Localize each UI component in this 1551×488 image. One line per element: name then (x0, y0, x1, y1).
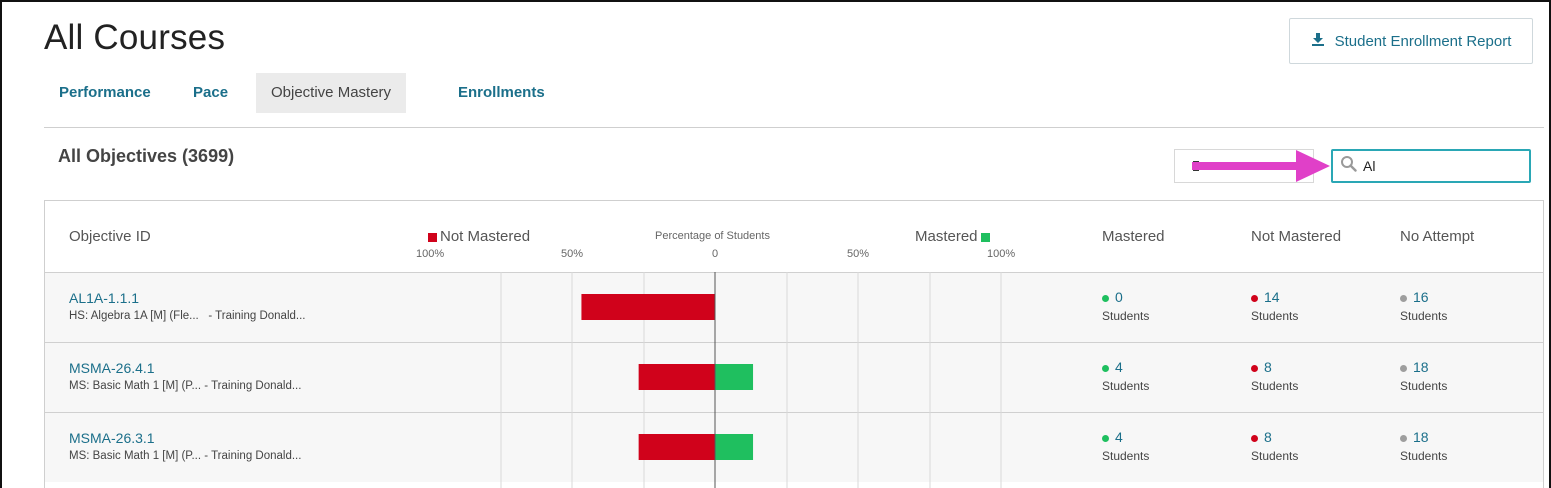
not-mastered-count-link[interactable]: 14 (1264, 289, 1280, 305)
mastered-dot-icon (1102, 294, 1109, 302)
col-header-no-attempt: No Attempt (1400, 228, 1475, 245)
table-row: AL1A-1.1.1 HS: Algebra 1A [M] (Fle... - … (45, 272, 1543, 342)
no-attempt-dot-icon (1400, 434, 1407, 442)
objective-id-link[interactable]: MSMA-26.3.1 (69, 430, 155, 446)
report-button-label: Student Enrollment Report (1334, 32, 1512, 50)
not-mastered-dot-icon (1251, 434, 1258, 442)
mastered-count-link[interactable]: 4 (1115, 429, 1123, 445)
download-icon (1311, 32, 1325, 50)
tick-label: 100% (416, 248, 445, 260)
not-mastered-count-link[interactable]: 8 (1264, 429, 1272, 445)
col-header-mastered: Mastered (1102, 228, 1165, 245)
no-attempt-count-link[interactable]: 16 (1413, 289, 1429, 305)
tick-label: 100% (987, 248, 1016, 260)
not-mastered-bar (581, 294, 715, 320)
objective-description: MS: Basic Math 1 [M] (P... - Training Do… (69, 380, 302, 392)
not-mastered-dot-icon (1251, 364, 1258, 372)
not-mastered-stat: 8 Students (1251, 359, 1299, 393)
tab-enrollments[interactable]: Enrollments (458, 84, 545, 101)
no-attempt-stat: 18 Students (1400, 429, 1448, 463)
tab-objective-mastery[interactable]: Objective Mastery (256, 73, 407, 113)
mastered-count-link[interactable]: 0 (1115, 289, 1123, 305)
col-header-not-mastered: Not Mastered (1251, 228, 1342, 245)
mastered-swatch (980, 232, 990, 242)
not-mastered-stat: 14 Students (1251, 289, 1299, 323)
tab-pace[interactable]: Pace (193, 84, 229, 101)
student-enrollment-report-button[interactable]: Student Enrollment Report (1289, 18, 1533, 64)
no-attempt-dot-icon (1400, 364, 1407, 372)
tick-label: 0 (712, 248, 719, 260)
mastered-dot-icon (1102, 364, 1109, 372)
mastered-count-link[interactable]: 4 (1115, 359, 1123, 375)
not-mastered-bar (638, 364, 715, 390)
search-icon (1340, 155, 1357, 177)
objective-id-link[interactable]: MSMA-26.4.1 (69, 360, 155, 376)
not-mastered-dot-icon (1251, 294, 1258, 302)
mastered-stat: 4 Students (1102, 359, 1150, 393)
no-attempt-dot-icon (1400, 294, 1407, 302)
objectives-table: Objective ID Not Mastered Percentage of … (44, 200, 1544, 488)
not-mastered-swatch (428, 232, 437, 242)
col-header-objective-id: Objective ID (69, 228, 151, 245)
mastered-stat: 4 Students (1102, 429, 1150, 463)
chart-title: Percentage of Students (655, 230, 770, 242)
tick-label: 50% (847, 248, 870, 260)
not-mastered-bar (638, 434, 715, 460)
mastered-dot-icon (1102, 434, 1109, 442)
legend-not-mastered: Not Mastered (425, 228, 530, 245)
search-input[interactable] (1363, 158, 1513, 174)
not-mastered-count-link[interactable]: 8 (1264, 359, 1272, 375)
tab-performance[interactable]: Performance (59, 84, 151, 101)
objective-id-link[interactable]: AL1A-1.1.1 (69, 290, 140, 306)
objective-description: MS: Basic Math 1 [M] (P... - Training Do… (69, 450, 302, 462)
table-row: MSMA-26.4.1 MS: Basic Math 1 [M] (P... -… (45, 342, 1543, 412)
no-attempt-stat: 16 Students (1400, 289, 1448, 323)
mastered-bar (715, 434, 754, 460)
tabs-divider (44, 127, 1544, 128)
tick-label: 50% (561, 248, 584, 260)
objective-description: HS: Algebra 1A [M] (Fle... - Training Do… (69, 310, 306, 322)
no-attempt-count-link[interactable]: 18 (1413, 429, 1429, 445)
page-title: All Courses (44, 18, 226, 57)
annotation-arrow-icon (1192, 150, 1330, 182)
legend-mastered: Mastered (915, 228, 993, 245)
mastered-stat: 0 Students (1102, 289, 1150, 323)
no-attempt-count-link[interactable]: 18 (1413, 359, 1429, 375)
mastered-bar (715, 364, 754, 390)
no-attempt-stat: 18 Students (1400, 359, 1448, 393)
table-row: MSMA-26.3.1 MS: Basic Math 1 [M] (P... -… (45, 412, 1543, 482)
mastery-chart (500, 272, 1002, 488)
not-mastered-stat: 8 Students (1251, 429, 1299, 463)
search-box[interactable] (1331, 149, 1531, 183)
section-title: All Objectives (3699) (58, 146, 235, 166)
